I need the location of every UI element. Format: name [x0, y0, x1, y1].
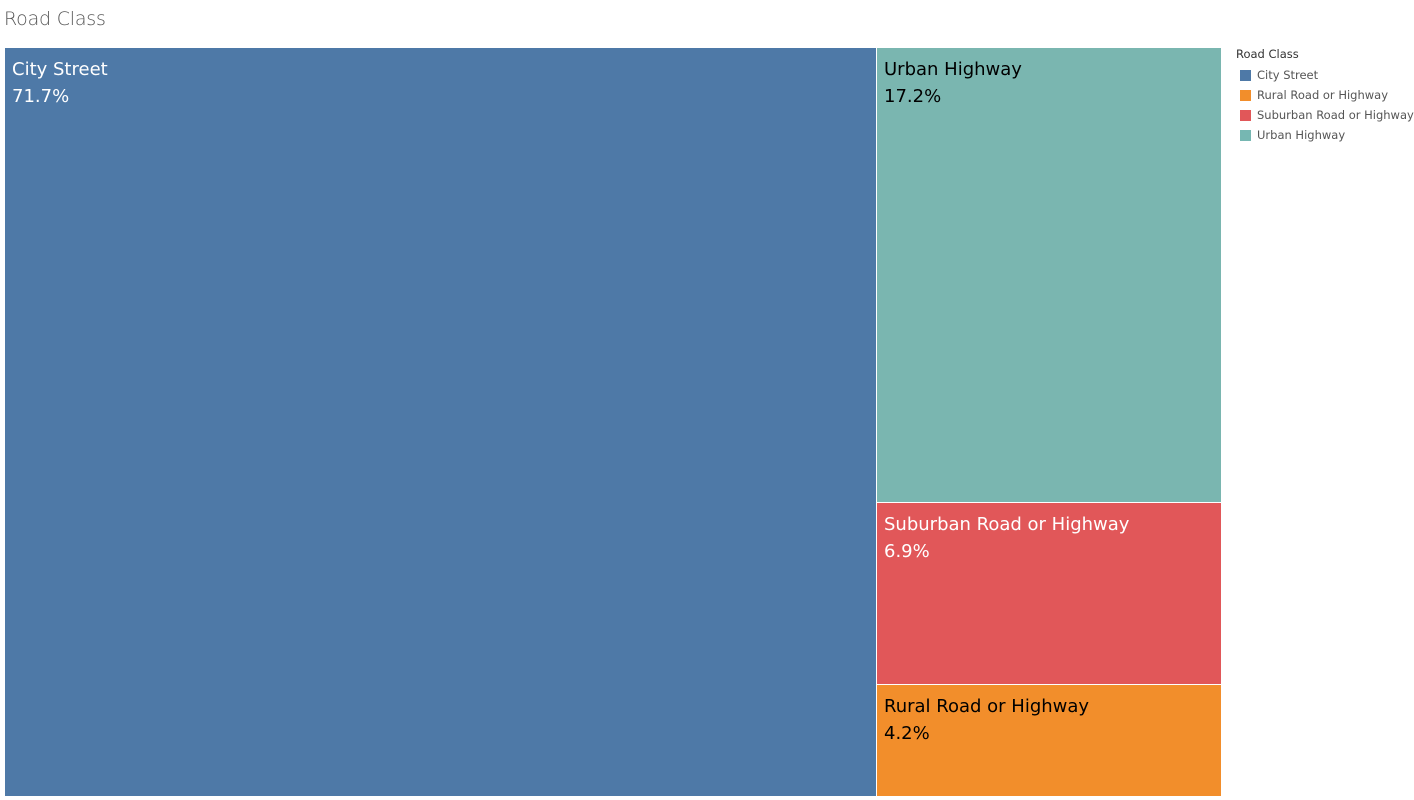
tile-label: Suburban Road or Highway — [884, 514, 1130, 535]
tile-rect — [877, 503, 1221, 684]
legend-swatch — [1240, 129, 1251, 141]
legend-item[interactable]: Rural Road or Highway — [1236, 85, 1414, 105]
tile-label: Urban Highway — [884, 59, 1022, 80]
chart-title: Road Class — [4, 8, 106, 30]
legend-swatch — [1240, 109, 1251, 121]
legend-item[interactable]: Suburban Road or Highway — [1236, 105, 1414, 125]
tile-rect — [5, 48, 876, 796]
tile-rect — [877, 685, 1221, 796]
legend-item[interactable]: Urban Highway — [1236, 125, 1414, 145]
legend-label: Urban Highway — [1257, 128, 1346, 142]
treemap-tile[interactable]: Rural Road or Highway 4.2% — [877, 685, 1221, 796]
tile-label: Rural Road or Highway — [884, 696, 1089, 717]
legend-label: Suburban Road or Highway — [1257, 108, 1414, 122]
treemap-tile[interactable]: City Street 71.7% — [5, 48, 876, 796]
treemap-tile[interactable]: Suburban Road or Highway 6.9% — [877, 503, 1221, 684]
tile-value: 4.2% — [884, 723, 930, 744]
legend-title: Road Class — [1236, 47, 1299, 61]
treemap-tile[interactable]: Urban Highway 17.2% — [877, 48, 1221, 502]
legend-label: Rural Road or Highway — [1257, 88, 1389, 102]
tile-label: City Street — [12, 59, 108, 80]
legend-swatch — [1240, 69, 1251, 81]
legend-swatch — [1240, 89, 1251, 101]
tile-value: 6.9% — [884, 541, 930, 562]
legend-item[interactable]: City Street — [1236, 65, 1414, 85]
tile-value: 17.2% — [884, 86, 941, 107]
legend-items: City Street Rural Road or Highway Suburban… — [1236, 65, 1414, 145]
legend: Road Class City Street Rural Road or High… — [1236, 47, 1414, 145]
treemap-chart: City Street 71.7% Urban Highway 17.2% Suburb… — [5, 48, 1221, 796]
tile-value: 71.7% — [12, 86, 69, 107]
tile-rect — [877, 48, 1221, 502]
legend-label: City Street — [1257, 68, 1319, 82]
